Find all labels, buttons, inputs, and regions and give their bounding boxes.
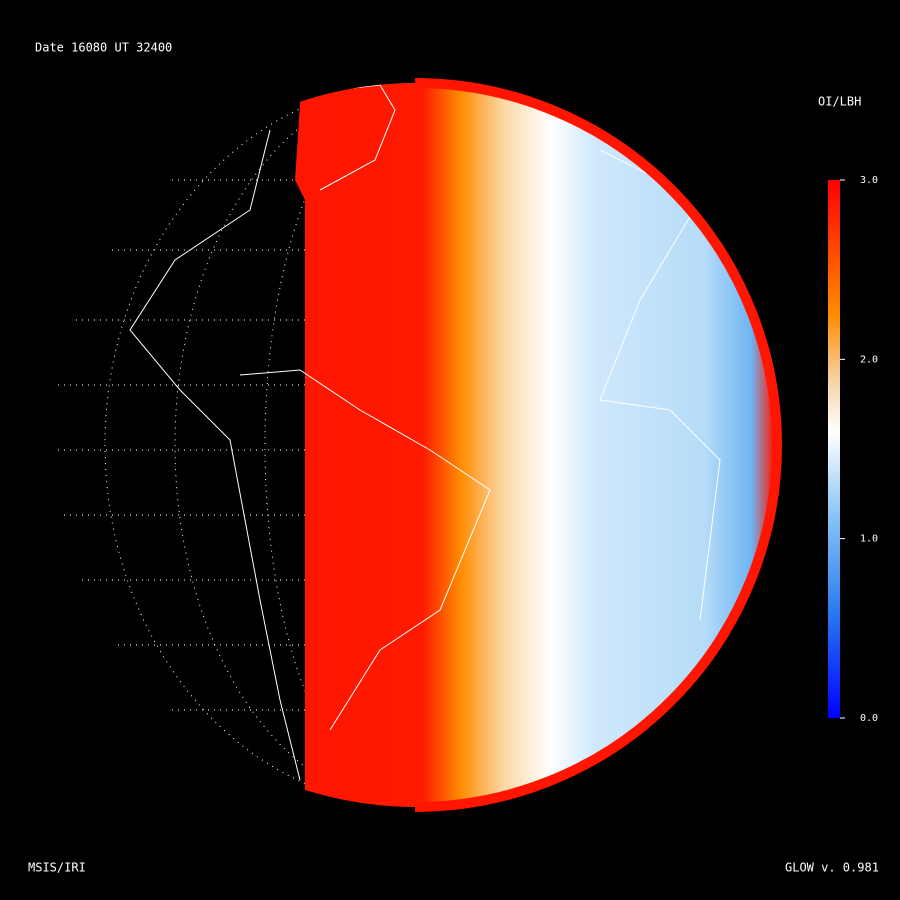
colorbar-title: OI/LBH: [818, 95, 861, 109]
footer-left: MSIS/IRI: [28, 861, 86, 875]
coastline: [239, 369, 491, 731]
title: Date 16080 UT 32400: [35, 41, 172, 55]
footer-right: GLOW v. 0.981: [785, 861, 879, 875]
colorbar: [828, 180, 840, 718]
limb: [414, 78, 782, 812]
globe: [53, 83, 777, 807]
colorbar-tick-label: 0.0: [860, 713, 878, 724]
colorbar-tick-label: 3.0: [860, 175, 878, 186]
colorbar-tick-label: 2.0: [860, 354, 878, 365]
coastline: [129, 129, 301, 781]
colorbar-tick-label: 1.0: [860, 534, 878, 545]
dayside: [290, 83, 777, 807]
